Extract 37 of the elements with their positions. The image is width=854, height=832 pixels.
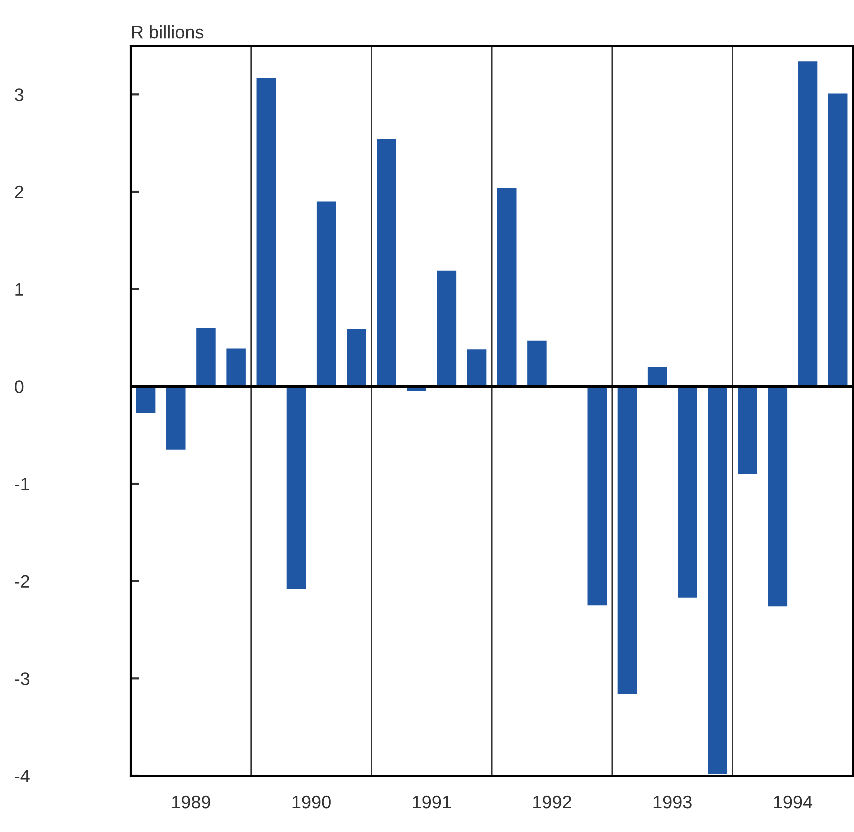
x-tick-label: 1993: [654, 796, 692, 809]
bar: [528, 340, 547, 387]
bar: [256, 78, 276, 387]
bar: [798, 62, 818, 387]
x-tick-label: 1989: [172, 796, 210, 809]
y-tick-label: -3: [15, 672, 30, 686]
bar: [828, 94, 848, 387]
bar: [377, 139, 396, 387]
y-tick-label: -2: [15, 575, 30, 588]
bar: [286, 386, 306, 590]
y-axis-title: R billions: [132, 26, 204, 39]
y-tick-label: 2: [15, 186, 24, 199]
bar: [497, 188, 517, 387]
bar: [437, 270, 457, 387]
bar: [588, 386, 608, 606]
bar: [467, 350, 487, 387]
bar: [226, 348, 246, 387]
y-tick-label: -1: [15, 478, 30, 491]
bar: [708, 386, 728, 774]
x-tick-label: 1991: [413, 796, 452, 809]
y-tick-label: 1: [16, 283, 24, 296]
bar: [136, 386, 156, 413]
y-tick-label: 0: [15, 380, 24, 394]
bar: [347, 329, 366, 387]
bar: [166, 386, 186, 450]
bar: [738, 386, 758, 474]
bar: [316, 202, 336, 387]
x-tick-label: 1994: [774, 796, 813, 809]
bar: [678, 386, 698, 598]
x-tick-label: 1990: [292, 796, 331, 809]
bar: [196, 328, 216, 387]
bar: [648, 367, 668, 387]
bar: [618, 386, 638, 694]
y-tick-label: 3: [15, 88, 24, 102]
bar: [768, 386, 788, 607]
y-tick-label: -4: [15, 770, 30, 783]
x-tick-label: 1992: [534, 796, 572, 809]
